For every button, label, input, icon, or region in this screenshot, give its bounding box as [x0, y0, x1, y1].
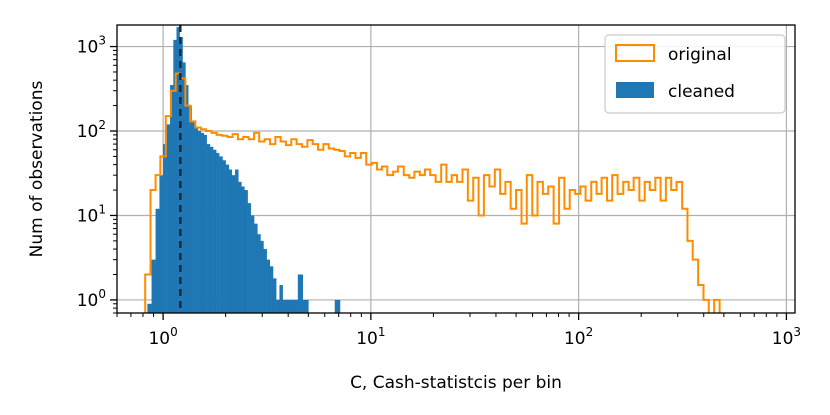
cleaned-bar-36 [263, 249, 267, 313]
cleaned-bar-4 [163, 144, 167, 313]
x-tick-exponent-2: 2 [586, 325, 594, 339]
cleaned-bar-20 [213, 149, 217, 313]
cleaned-bar-1 [151, 259, 156, 313]
cleaned-bar-46 [297, 274, 304, 313]
cleaned-bar-37 [266, 259, 271, 313]
cleaned-series [147, 27, 341, 313]
cleaned-bar-44 [289, 299, 293, 313]
cleaned-bar-10 [182, 62, 186, 313]
cleaned-bar-3 [159, 175, 164, 313]
cleaned-bar-23 [222, 160, 226, 313]
cleaned-bar-39 [272, 278, 277, 313]
cleaned-bar-29 [241, 186, 245, 313]
grid [117, 25, 795, 313]
cleaned-bar-8 [176, 27, 180, 313]
cleaned-bar-48 [334, 299, 341, 313]
cleaned-bar-11 [185, 85, 189, 313]
cleaned-bar-17 [203, 134, 207, 313]
cleaned-bar-42 [282, 299, 287, 313]
cleaned-bar-0 [147, 303, 152, 313]
cleaned-bar-38 [269, 266, 274, 313]
cleaned-bar-16 [200, 132, 205, 313]
cleaned-bar-18 [206, 144, 211, 313]
cleaned-bar-7 [173, 39, 177, 313]
minor-ticks [113, 49, 778, 317]
cleaned-bar-31 [247, 203, 251, 313]
cleaned-bar-22 [219, 156, 223, 313]
cleaned-bar-34 [257, 234, 261, 313]
y-axis-label: Num of observations [27, 81, 47, 258]
cleaned-bar-27 [235, 169, 239, 313]
x-tick-exponent-0: 0 [170, 325, 178, 339]
cleaned-bar-15 [197, 131, 202, 313]
cleaned-bar-33 [254, 223, 258, 313]
cleaned-bar-13 [191, 121, 196, 313]
cleaned-bar-21 [216, 152, 220, 313]
legend-label-original: original [668, 45, 732, 65]
cleaned-bar-5 [166, 124, 171, 313]
cleaned-bar-30 [244, 190, 248, 313]
legend-swatch-original [615, 44, 655, 62]
cleaned-bar-12 [188, 105, 192, 313]
cleaned-bar-32 [250, 215, 255, 313]
legend-label-cleaned: cleaned [668, 82, 735, 102]
cleaned-bar-28 [238, 181, 242, 313]
y-tick-exponent-1: 1 [98, 202, 106, 216]
x-tick-exponent-3: 3 [793, 325, 801, 339]
cleaned-bar-41 [279, 285, 283, 313]
cleaned-bar-2 [155, 208, 160, 313]
x-axis-label: C, Cash-statistcis per bin [350, 373, 562, 393]
y-tick-exponent-0: 0 [98, 287, 106, 301]
cleaned-bar-6 [170, 85, 174, 313]
cleaned-bar-26 [231, 175, 236, 313]
legend: original cleaned [604, 34, 786, 114]
cleaned-bar-45 [292, 299, 299, 313]
legend-swatch-cleaned [616, 82, 654, 98]
cleaned-bar-24 [225, 164, 230, 313]
y-tick-exponent-2: 2 [98, 118, 106, 132]
cleaned-bar-40 [276, 299, 280, 313]
cleaned-bar-43 [285, 299, 290, 313]
cleaned-bar-35 [260, 240, 264, 313]
y-tick-exponent-3: 3 [98, 34, 106, 48]
plot-frame [116, 24, 796, 314]
cleaned-bar-14 [194, 127, 199, 313]
y-tick-label-1: 101 [77, 202, 106, 226]
original-series-line [144, 72, 721, 313]
cleaned-bar-25 [228, 169, 233, 313]
y-tick-label-2: 102 [77, 118, 106, 142]
cleaned-bar-19 [209, 146, 214, 313]
x-tick-exponent-1: 1 [378, 325, 386, 339]
cleaned-bar-47 [302, 299, 309, 313]
